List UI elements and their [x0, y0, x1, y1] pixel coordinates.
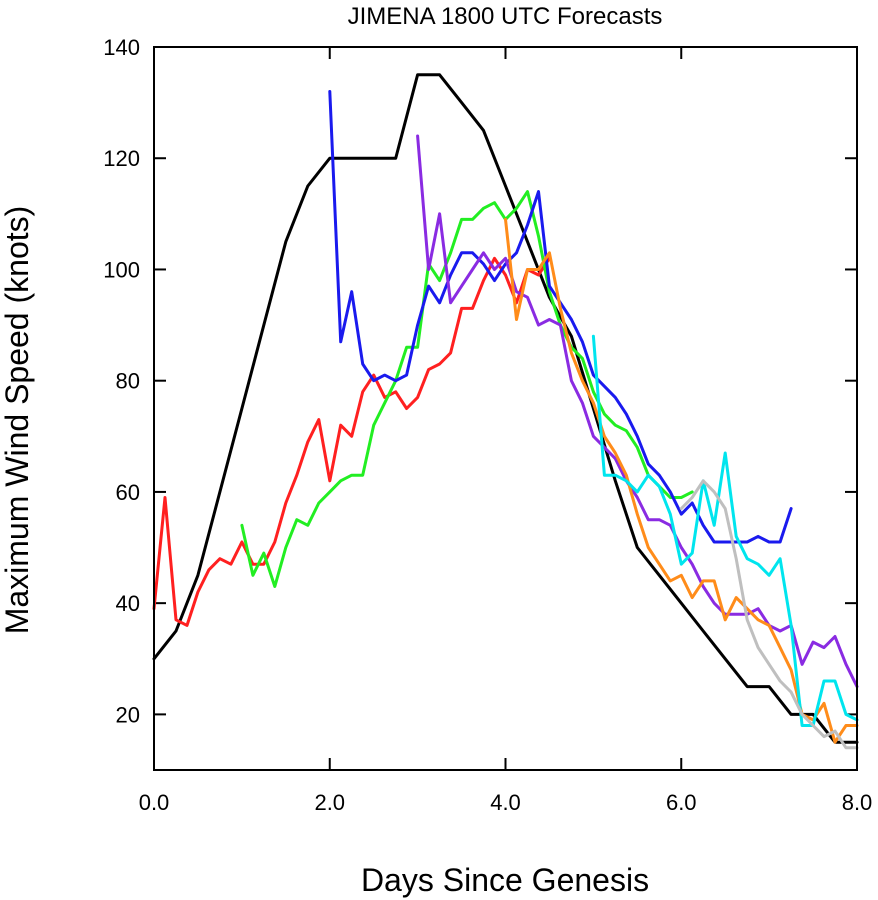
y-tick-label: 120 — [103, 146, 140, 171]
y-tick-label: 40 — [116, 591, 140, 616]
chart-title: JIMENA 1800 UTC Forecasts — [348, 3, 663, 30]
y-tick-label: 80 — [116, 369, 140, 394]
y-tick-label: 60 — [116, 480, 140, 505]
x-tick-label: 4.0 — [490, 790, 521, 815]
x-tick-label: 2.0 — [314, 790, 345, 815]
series-lines — [152, 73, 859, 750]
series-line-5 — [416, 134, 859, 689]
x-tick-label: 6.0 — [666, 790, 697, 815]
series-line-8 — [679, 479, 859, 750]
y-axis-title: Maximum Wind Speed (knots) — [0, 206, 35, 635]
series-line-1 — [152, 73, 859, 744]
x-tick-label: 0.0 — [139, 790, 170, 815]
y-tick-label: 20 — [116, 702, 140, 727]
series-line-3 — [240, 190, 694, 588]
series-line-6 — [504, 217, 859, 744]
y-tick-label: 100 — [103, 257, 140, 282]
x-tick-label: 8.0 — [842, 790, 873, 815]
axis-ticks: 0.0 2.0 4.0 6.0 8.0 20 40 60 80 100 120 140 — [103, 35, 872, 815]
series-line-2 — [152, 256, 551, 627]
y-tick-label: 140 — [103, 35, 140, 60]
x-axis-title: Days Since Genesis — [361, 862, 649, 898]
plot-frame — [153, 46, 858, 771]
